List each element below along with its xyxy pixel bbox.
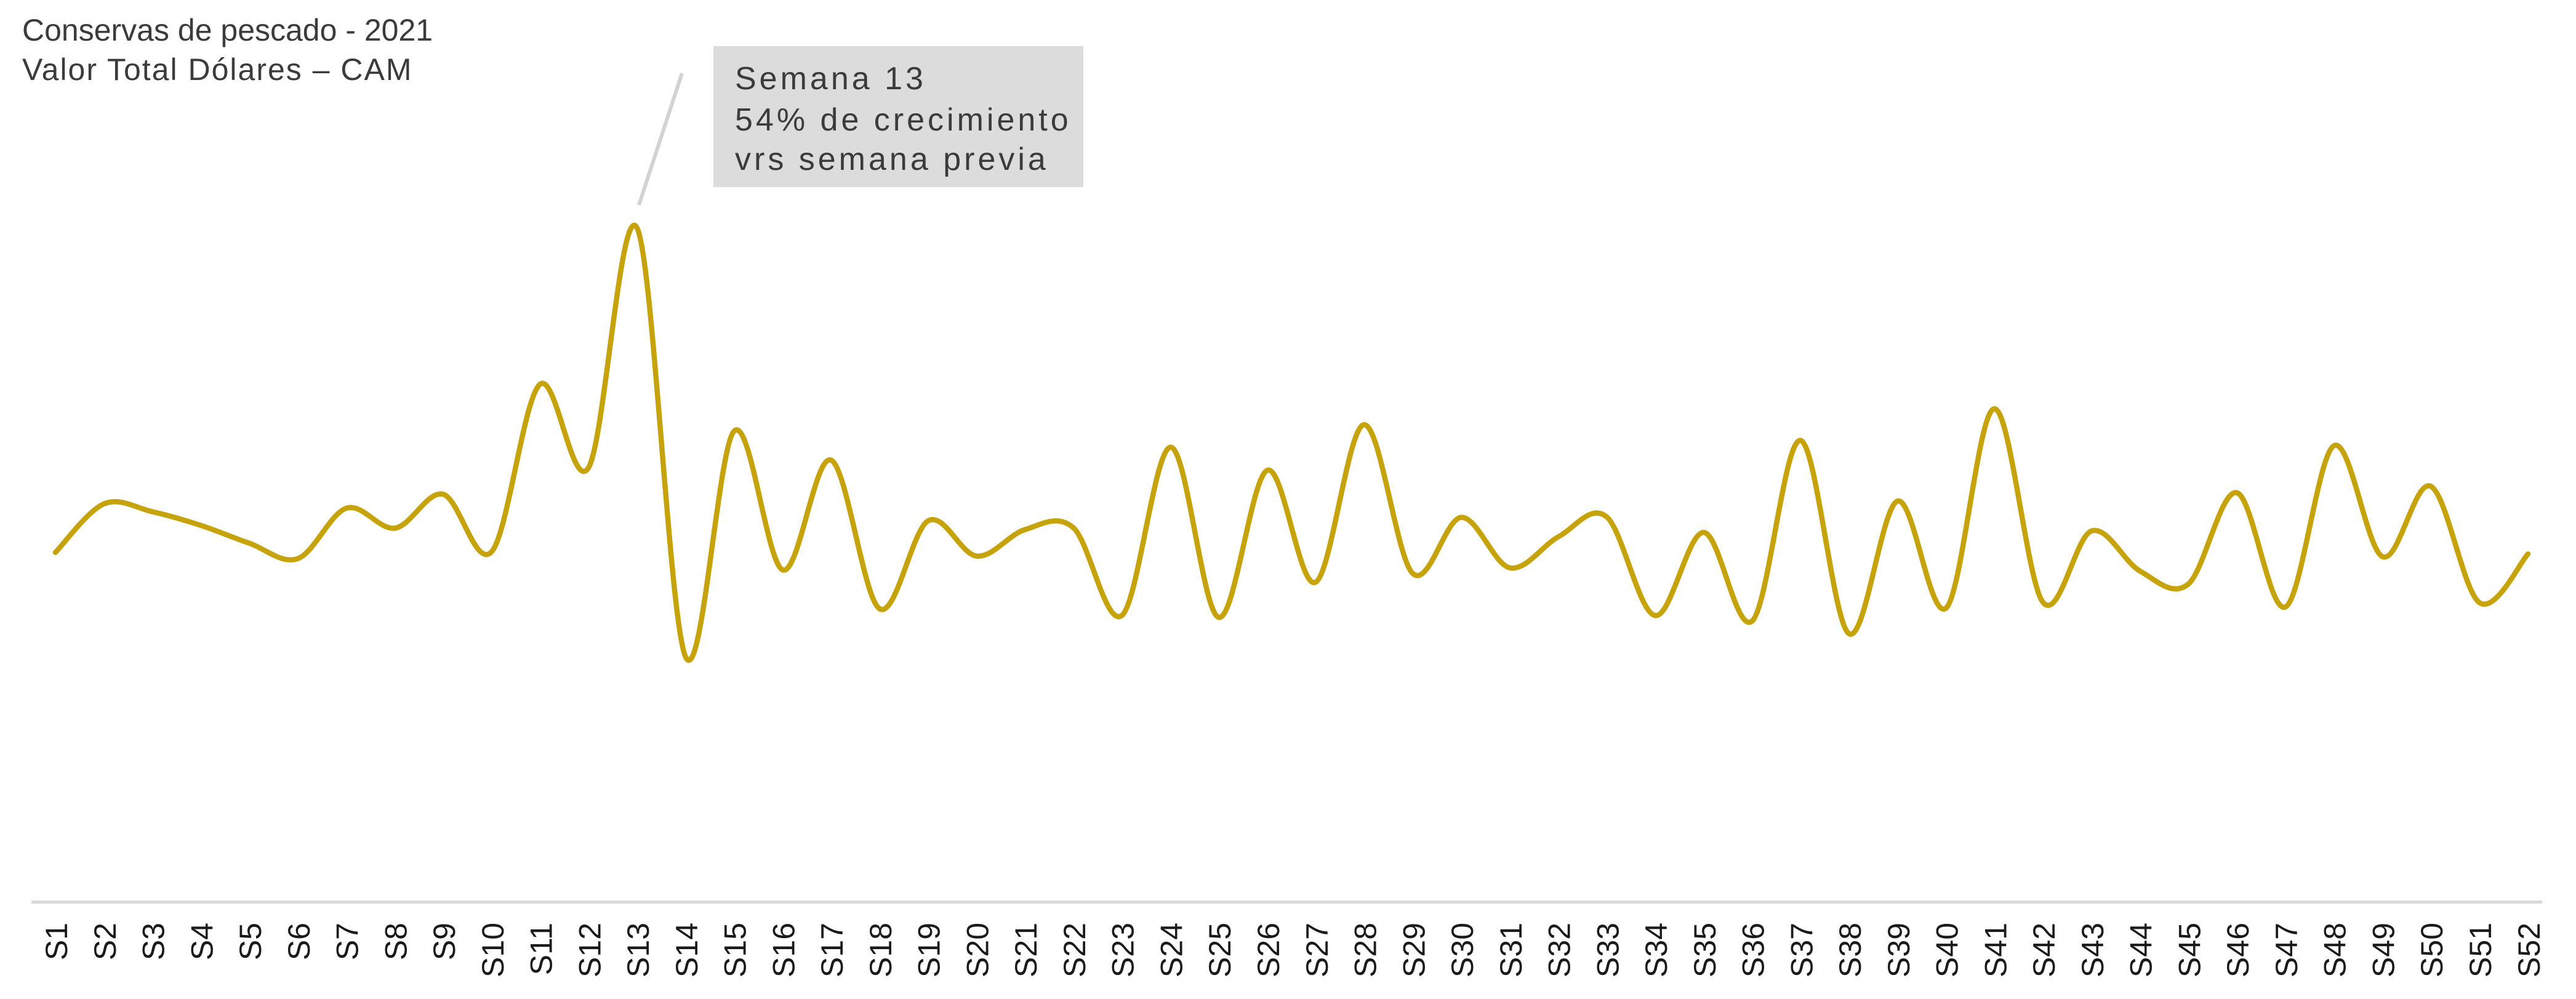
svg-text:S3: S3 [137,923,171,960]
svg-text:S44: S44 [2124,923,2159,977]
svg-text:S50: S50 [2415,923,2449,977]
svg-text:S23: S23 [1106,923,1141,977]
svg-text:S38: S38 [1833,923,1868,977]
svg-text:S10: S10 [476,923,510,977]
svg-text:S40: S40 [1930,923,1965,977]
svg-text:S14: S14 [670,923,704,977]
svg-text:S17: S17 [815,923,849,977]
svg-text:54% de crecimiento: 54% de crecimiento [735,102,1072,138]
svg-text:S5: S5 [233,923,268,960]
svg-text:Semana 13: Semana 13 [735,61,926,97]
svg-text:S6: S6 [282,923,316,960]
svg-text:S16: S16 [766,923,801,977]
svg-text:S36: S36 [1736,923,1771,977]
svg-text:S34: S34 [1639,923,1674,977]
svg-text:S43: S43 [2076,923,2110,977]
svg-text:S4: S4 [185,923,219,960]
svg-text:S12: S12 [572,923,607,977]
svg-text:S47: S47 [2269,923,2304,977]
svg-text:S1: S1 [39,923,74,960]
svg-text:S32: S32 [1543,923,1577,977]
svg-text:S52: S52 [2512,923,2546,977]
svg-text:S48: S48 [2318,923,2353,977]
svg-text:S51: S51 [2463,923,2498,977]
svg-text:S45: S45 [2172,923,2207,977]
svg-text:Conservas de pescado - 2021: Conservas de pescado - 2021 [22,13,433,47]
svg-text:S29: S29 [1397,923,1431,977]
svg-text:Valor Total Dólares – CAM: Valor Total Dólares – CAM [22,52,413,87]
svg-text:S39: S39 [1882,923,1916,977]
svg-text:S8: S8 [379,923,413,960]
svg-text:S30: S30 [1445,923,1480,977]
svg-text:S15: S15 [718,923,753,977]
svg-text:S37: S37 [1784,923,1819,977]
svg-text:vrs semana previa: vrs semana previa [735,142,1049,177]
svg-text:S41: S41 [1978,923,2013,977]
svg-text:S7: S7 [331,923,365,960]
svg-text:S9: S9 [427,923,462,960]
svg-text:S42: S42 [2027,923,2061,977]
svg-text:S28: S28 [1349,923,1383,977]
svg-text:S11: S11 [524,923,559,975]
svg-text:S24: S24 [1155,923,1189,977]
svg-text:S22: S22 [1057,923,1092,977]
svg-text:S25: S25 [1203,923,1237,977]
svg-text:S20: S20 [960,923,995,977]
svg-text:S35: S35 [1688,923,1722,977]
svg-text:S46: S46 [2221,923,2255,977]
svg-text:S49: S49 [2367,923,2401,977]
svg-text:S21: S21 [1009,923,1043,977]
svg-text:S13: S13 [621,923,656,977]
svg-text:S26: S26 [1251,923,1286,977]
svg-text:S27: S27 [1300,923,1334,977]
svg-text:S19: S19 [912,923,947,977]
svg-text:S2: S2 [88,923,122,960]
svg-text:S18: S18 [864,923,898,977]
svg-text:S33: S33 [1591,923,1625,977]
svg-text:S31: S31 [1494,923,1528,977]
